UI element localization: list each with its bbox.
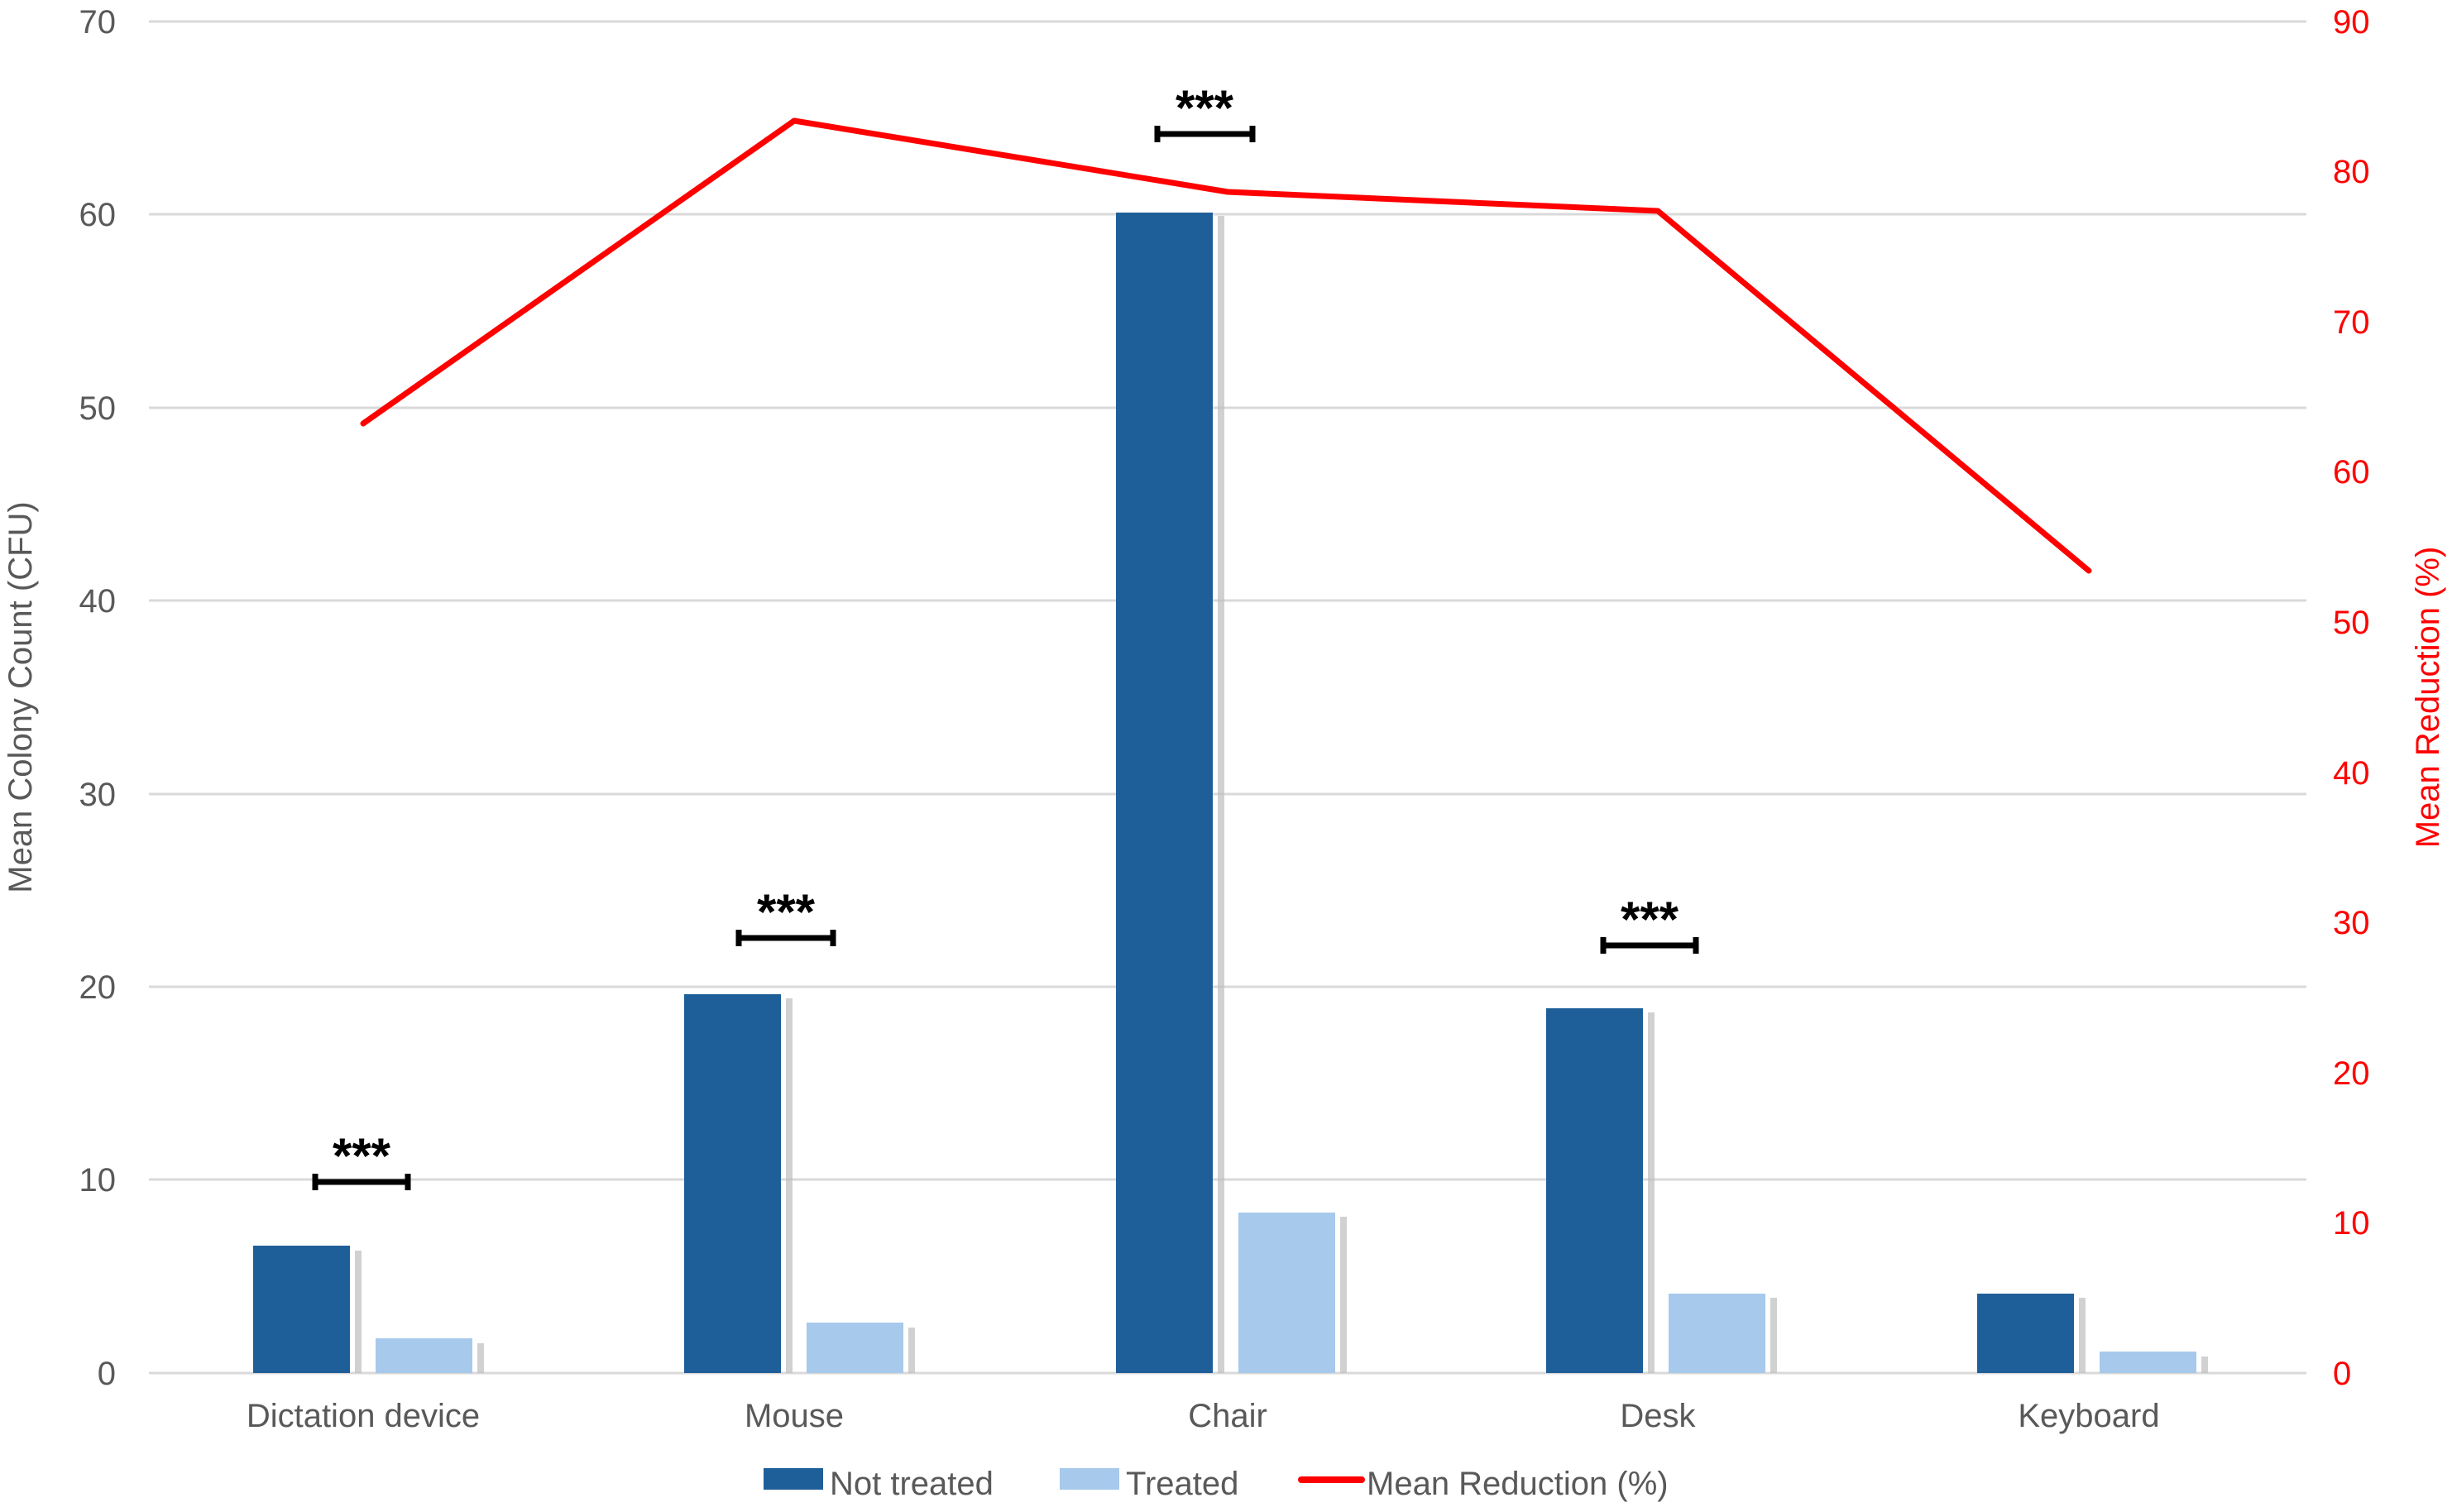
bar-treated-dictation-device	[376, 1338, 472, 1373]
series-not-treated	[253, 213, 2074, 1373]
category-label: Keyboard	[2018, 1398, 2159, 1434]
right-tick: 30	[2333, 905, 2370, 941]
right-tick: 60	[2333, 454, 2370, 490]
left-axis-ticks: 0 10 20 30 40 50 60 70	[79, 4, 117, 1392]
left-axis-title: Mean Colony Count (CFU)	[2, 501, 39, 893]
bar-shadows	[355, 216, 2208, 1373]
bar-not-treated-desk	[1546, 1008, 1643, 1373]
legend-item-treated: Treated	[1060, 1466, 1238, 1502]
x-axis-categories: Dictation device Mouse Chair Desk Keyboa…	[247, 1398, 2160, 1434]
right-axis-ticks: 0 10 20 30 40 50 60 70 80 90	[2333, 4, 2370, 1392]
left-tick: 10	[79, 1162, 117, 1199]
right-tick: 50	[2333, 605, 2370, 641]
left-tick: 60	[79, 197, 117, 233]
line-mean-reduction	[360, 117, 2092, 574]
bar-treated-chair	[1238, 1213, 1335, 1373]
legend-label: Mean Reduction (%)	[1367, 1466, 1669, 1502]
gridlines	[149, 20, 2306, 1375]
bar-not-treated-mouse	[684, 994, 781, 1373]
category-label: Mouse	[745, 1398, 844, 1434]
bar-not-treated-chair	[1116, 213, 1213, 1373]
category-label: Chair	[1188, 1398, 1267, 1434]
bar-treated-keyboard	[2100, 1352, 2196, 1373]
left-tick: 30	[79, 777, 117, 813]
right-tick: 90	[2333, 4, 2370, 41]
left-tick: 20	[79, 969, 117, 1006]
right-tick: 40	[2333, 755, 2370, 792]
significance-desk: ***	[1600, 892, 1699, 954]
significance-stars: ***	[1621, 892, 1679, 947]
bar-treated-desk	[1669, 1294, 1765, 1373]
left-tick: 70	[79, 4, 117, 41]
legend-item-not-treated: Not treated	[764, 1466, 994, 1502]
left-tick: 50	[79, 390, 117, 427]
bar-not-treated-dictation-device	[253, 1246, 350, 1373]
significance-stars: ***	[333, 1128, 391, 1184]
left-tick: 0	[98, 1356, 116, 1392]
right-tick: 70	[2333, 304, 2370, 341]
significance-chair: ***	[1154, 80, 1256, 142]
right-tick: 80	[2333, 154, 2370, 190]
bar-not-treated-keyboard	[1977, 1294, 2074, 1373]
right-tick: 10	[2333, 1205, 2370, 1242]
category-label: Desk	[1620, 1398, 1696, 1434]
bar-treated-mouse	[807, 1323, 903, 1373]
right-axis-title: Mean Reduction (%)	[2410, 547, 2446, 849]
significance-stars: ***	[1176, 80, 1234, 136]
legend-swatch-not-treated	[764, 1468, 823, 1490]
legend: Not treated Treated Mean Reduction (%)	[764, 1466, 1669, 1502]
legend-swatch-treated	[1060, 1468, 1119, 1490]
significance-mouse: ***	[735, 884, 836, 946]
right-tick: 20	[2333, 1055, 2370, 1092]
category-label: Dictation device	[247, 1398, 480, 1434]
series-treated	[376, 1213, 2196, 1373]
left-tick: 40	[79, 583, 117, 620]
legend-item-mean-reduction: Mean Reduction (%)	[1298, 1466, 1669, 1502]
right-tick: 0	[2333, 1356, 2351, 1392]
significance-stars: ***	[757, 884, 816, 940]
legend-label: Not treated	[830, 1466, 994, 1502]
significance-dictation-device: ***	[312, 1128, 411, 1190]
legend-label: Treated	[1126, 1466, 1238, 1502]
